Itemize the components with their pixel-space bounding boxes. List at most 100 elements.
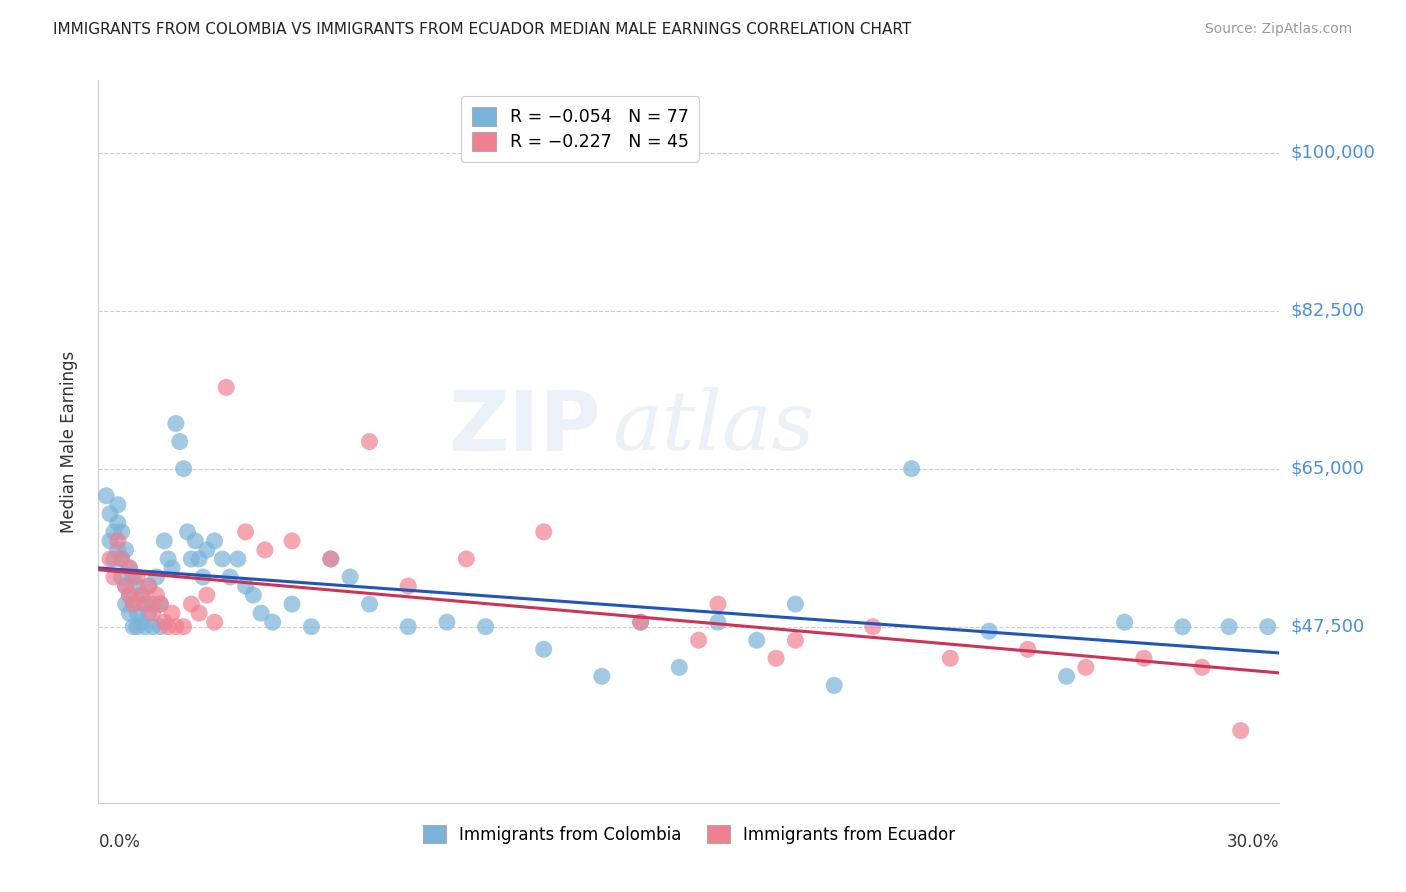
Point xyxy=(103,552,125,566)
Text: 30.0%: 30.0% xyxy=(1227,833,1279,851)
Point xyxy=(211,552,233,566)
Point xyxy=(707,615,730,630)
Point xyxy=(173,620,195,634)
Point xyxy=(339,570,361,584)
Point xyxy=(785,597,807,611)
Point xyxy=(142,606,165,620)
Point xyxy=(157,552,180,566)
Point xyxy=(180,597,202,611)
Point xyxy=(359,597,381,611)
Point xyxy=(319,552,342,566)
Point xyxy=(204,615,226,630)
Point xyxy=(785,633,807,648)
Point xyxy=(281,533,304,548)
Point xyxy=(242,588,264,602)
Point xyxy=(98,552,121,566)
Point xyxy=(250,606,273,620)
Point xyxy=(188,552,211,566)
Point xyxy=(103,570,125,584)
Point xyxy=(1191,660,1213,674)
Text: $100,000: $100,000 xyxy=(1291,144,1375,161)
Point xyxy=(1218,620,1240,634)
Point xyxy=(138,579,160,593)
Text: 0.0%: 0.0% xyxy=(98,833,141,851)
Point xyxy=(107,533,129,548)
Point xyxy=(149,597,172,611)
Point xyxy=(235,579,257,593)
Point xyxy=(1171,620,1194,634)
Point xyxy=(215,380,238,394)
Point xyxy=(173,461,195,475)
Point xyxy=(107,498,129,512)
Point xyxy=(1257,620,1279,634)
Point xyxy=(118,588,141,602)
Point xyxy=(111,524,134,539)
Point xyxy=(668,660,690,674)
Point xyxy=(165,417,187,431)
Point xyxy=(111,552,134,566)
Point xyxy=(96,489,118,503)
Point xyxy=(111,552,134,566)
Legend: Immigrants from Colombia, Immigrants from Ecuador: Immigrants from Colombia, Immigrants fro… xyxy=(415,817,963,852)
Point xyxy=(114,579,136,593)
Point xyxy=(765,651,787,665)
Point xyxy=(127,606,149,620)
Point xyxy=(456,552,478,566)
Point xyxy=(118,561,141,575)
Point xyxy=(1133,651,1156,665)
Point xyxy=(745,633,768,648)
Point xyxy=(707,597,730,611)
Point xyxy=(107,516,129,530)
Text: IMMIGRANTS FROM COLOMBIA VS IMMIGRANTS FROM ECUADOR MEDIAN MALE EARNINGS CORRELA: IMMIGRANTS FROM COLOMBIA VS IMMIGRANTS F… xyxy=(53,22,911,37)
Point xyxy=(103,524,125,539)
Point xyxy=(129,588,152,602)
Point xyxy=(127,579,149,593)
Point xyxy=(122,620,145,634)
Point xyxy=(630,615,652,630)
Point xyxy=(169,434,191,449)
Point xyxy=(688,633,710,648)
Point xyxy=(281,597,304,611)
Point xyxy=(188,606,211,620)
Point xyxy=(1114,615,1136,630)
Point xyxy=(191,570,214,584)
Point xyxy=(149,620,172,634)
Point xyxy=(111,570,134,584)
Y-axis label: Median Male Earnings: Median Male Earnings xyxy=(59,351,77,533)
Point xyxy=(184,533,207,548)
Point xyxy=(134,620,156,634)
Point xyxy=(145,570,167,584)
Point xyxy=(195,588,218,602)
Point xyxy=(122,570,145,584)
Text: atlas: atlas xyxy=(612,387,814,467)
Point xyxy=(396,579,419,593)
Text: $82,500: $82,500 xyxy=(1291,301,1365,319)
Point xyxy=(1056,669,1078,683)
Point xyxy=(436,615,458,630)
Text: ZIP: ZIP xyxy=(449,386,600,467)
Point xyxy=(1229,723,1251,738)
Point xyxy=(1074,660,1097,674)
Point xyxy=(533,524,555,539)
Point xyxy=(98,507,121,521)
Point xyxy=(118,561,141,575)
Point xyxy=(153,533,176,548)
Point xyxy=(107,542,129,557)
Point xyxy=(823,678,845,692)
Point xyxy=(591,669,613,683)
Point xyxy=(165,620,187,634)
Point xyxy=(122,597,145,611)
Point xyxy=(134,597,156,611)
Point xyxy=(262,615,284,630)
Point xyxy=(204,533,226,548)
Point xyxy=(157,620,180,634)
Point xyxy=(299,620,322,634)
Point xyxy=(114,597,136,611)
Point xyxy=(149,597,172,611)
Point xyxy=(253,542,276,557)
Point xyxy=(195,542,218,557)
Point xyxy=(127,570,149,584)
Point xyxy=(176,524,198,539)
Point xyxy=(533,642,555,657)
Point xyxy=(359,434,381,449)
